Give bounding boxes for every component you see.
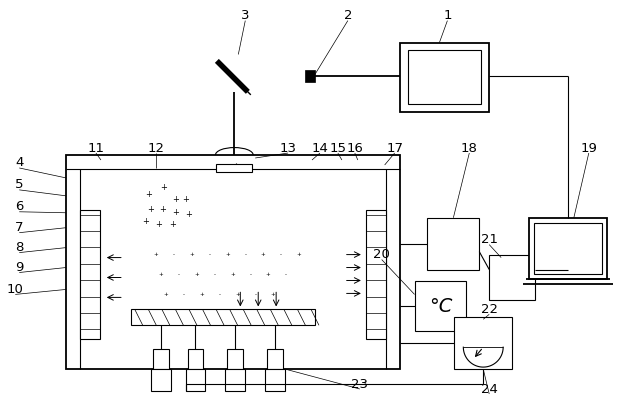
Text: -: - [254,292,256,297]
Text: 9: 9 [15,261,24,274]
Text: +: + [182,195,189,204]
Text: +: + [230,272,235,277]
Text: -: - [218,292,220,297]
Bar [151,369,170,391]
Text: 17: 17 [386,142,403,154]
Bar [305,70,315,82]
Text: °C: °C [429,297,452,316]
Bar [265,369,285,391]
Bar [454,317,512,369]
Text: 6: 6 [15,200,24,213]
Text: -: - [352,250,355,259]
Text: +: + [142,217,149,226]
Text: -: - [280,252,282,257]
Bar [267,349,283,369]
Text: 7: 7 [15,221,24,234]
Text: -: - [285,272,287,277]
Bar [185,369,205,391]
Text: 11: 11 [87,142,104,154]
Text: +: + [169,220,176,229]
Bar [427,218,479,269]
Text: -: - [213,272,215,277]
Text: -: - [352,263,355,272]
Text: +: + [185,210,192,219]
Text: +: + [225,252,230,257]
Text: 24: 24 [480,382,498,396]
Text: 5: 5 [15,178,24,191]
Text: 12: 12 [147,142,164,154]
Text: 1: 1 [443,9,451,22]
Text: 2: 2 [343,9,352,22]
Text: 18: 18 [461,142,478,154]
Text: +: + [145,190,152,199]
Text: +: + [297,252,301,257]
Bar [489,255,535,300]
Text: -: - [172,252,175,257]
Text: +: + [163,292,168,297]
Text: 15: 15 [329,142,347,154]
Text: +: + [160,183,167,192]
Bar [216,164,252,172]
Text: +: + [158,272,163,277]
Bar [529,218,607,279]
Text: +: + [148,205,154,214]
Bar [225,369,246,391]
Text: +: + [172,208,179,217]
Text: 14: 14 [311,142,329,154]
Bar [228,349,243,369]
Text: +: + [189,252,194,257]
Bar [400,43,489,112]
Text: 8: 8 [15,241,24,254]
Text: +: + [194,272,199,277]
Text: 3: 3 [241,9,249,22]
Text: 22: 22 [480,303,498,316]
Bar [534,223,602,275]
Text: -: - [208,252,210,257]
Text: +: + [155,220,162,229]
Bar [66,155,400,369]
Text: 16: 16 [347,142,363,154]
Text: 21: 21 [480,233,498,246]
Text: -: - [177,272,180,277]
Text: 23: 23 [352,378,368,390]
Text: 10: 10 [7,283,24,296]
Bar [131,309,315,325]
Bar [407,51,481,104]
Text: +: + [266,272,270,277]
Text: -: - [352,276,355,285]
Text: -: - [249,272,251,277]
Text: +: + [153,252,158,257]
Text: -: - [182,292,185,297]
Text: +: + [199,292,204,297]
Text: +: + [172,195,179,204]
Text: -: - [244,252,246,257]
Bar [153,349,169,369]
Bar [366,210,386,339]
Bar [80,210,100,339]
Text: 19: 19 [580,142,597,154]
Text: -: - [352,289,355,298]
Text: +: + [235,292,240,297]
Text: 13: 13 [280,142,296,154]
Text: 20: 20 [373,248,390,261]
Text: +: + [271,292,275,297]
Text: +: + [159,205,166,214]
Text: +: + [261,252,265,257]
Bar [415,281,466,331]
Text: 4: 4 [15,156,24,170]
Bar [187,349,203,369]
